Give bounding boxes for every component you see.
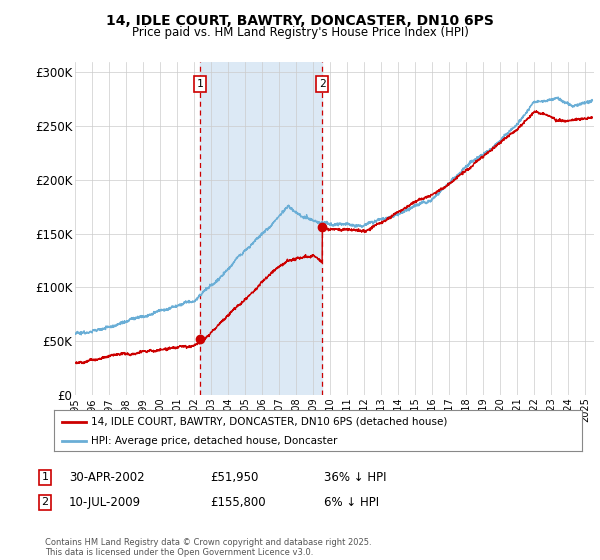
Text: 14, IDLE COURT, BAWTRY, DONCASTER, DN10 6PS: 14, IDLE COURT, BAWTRY, DONCASTER, DN10 … bbox=[106, 14, 494, 28]
Text: Price paid vs. HM Land Registry's House Price Index (HPI): Price paid vs. HM Land Registry's House … bbox=[131, 26, 469, 39]
Bar bbox=[200, 62, 322, 395]
Text: £155,800: £155,800 bbox=[210, 496, 266, 509]
Text: 36% ↓ HPI: 36% ↓ HPI bbox=[324, 470, 386, 484]
Text: 2: 2 bbox=[319, 79, 326, 89]
Text: 1: 1 bbox=[196, 79, 203, 89]
Text: HPI: Average price, detached house, Doncaster: HPI: Average price, detached house, Donc… bbox=[91, 436, 337, 446]
Text: £51,950: £51,950 bbox=[210, 470, 259, 484]
Text: 10-JUL-2009: 10-JUL-2009 bbox=[69, 496, 141, 509]
Text: 1: 1 bbox=[41, 472, 49, 482]
Text: 30-APR-2002: 30-APR-2002 bbox=[69, 470, 145, 484]
Text: 14, IDLE COURT, BAWTRY, DONCASTER, DN10 6PS (detached house): 14, IDLE COURT, BAWTRY, DONCASTER, DN10 … bbox=[91, 417, 448, 427]
Text: 2: 2 bbox=[41, 497, 49, 507]
Text: 6% ↓ HPI: 6% ↓ HPI bbox=[324, 496, 379, 509]
Text: Contains HM Land Registry data © Crown copyright and database right 2025.
This d: Contains HM Land Registry data © Crown c… bbox=[45, 538, 371, 557]
